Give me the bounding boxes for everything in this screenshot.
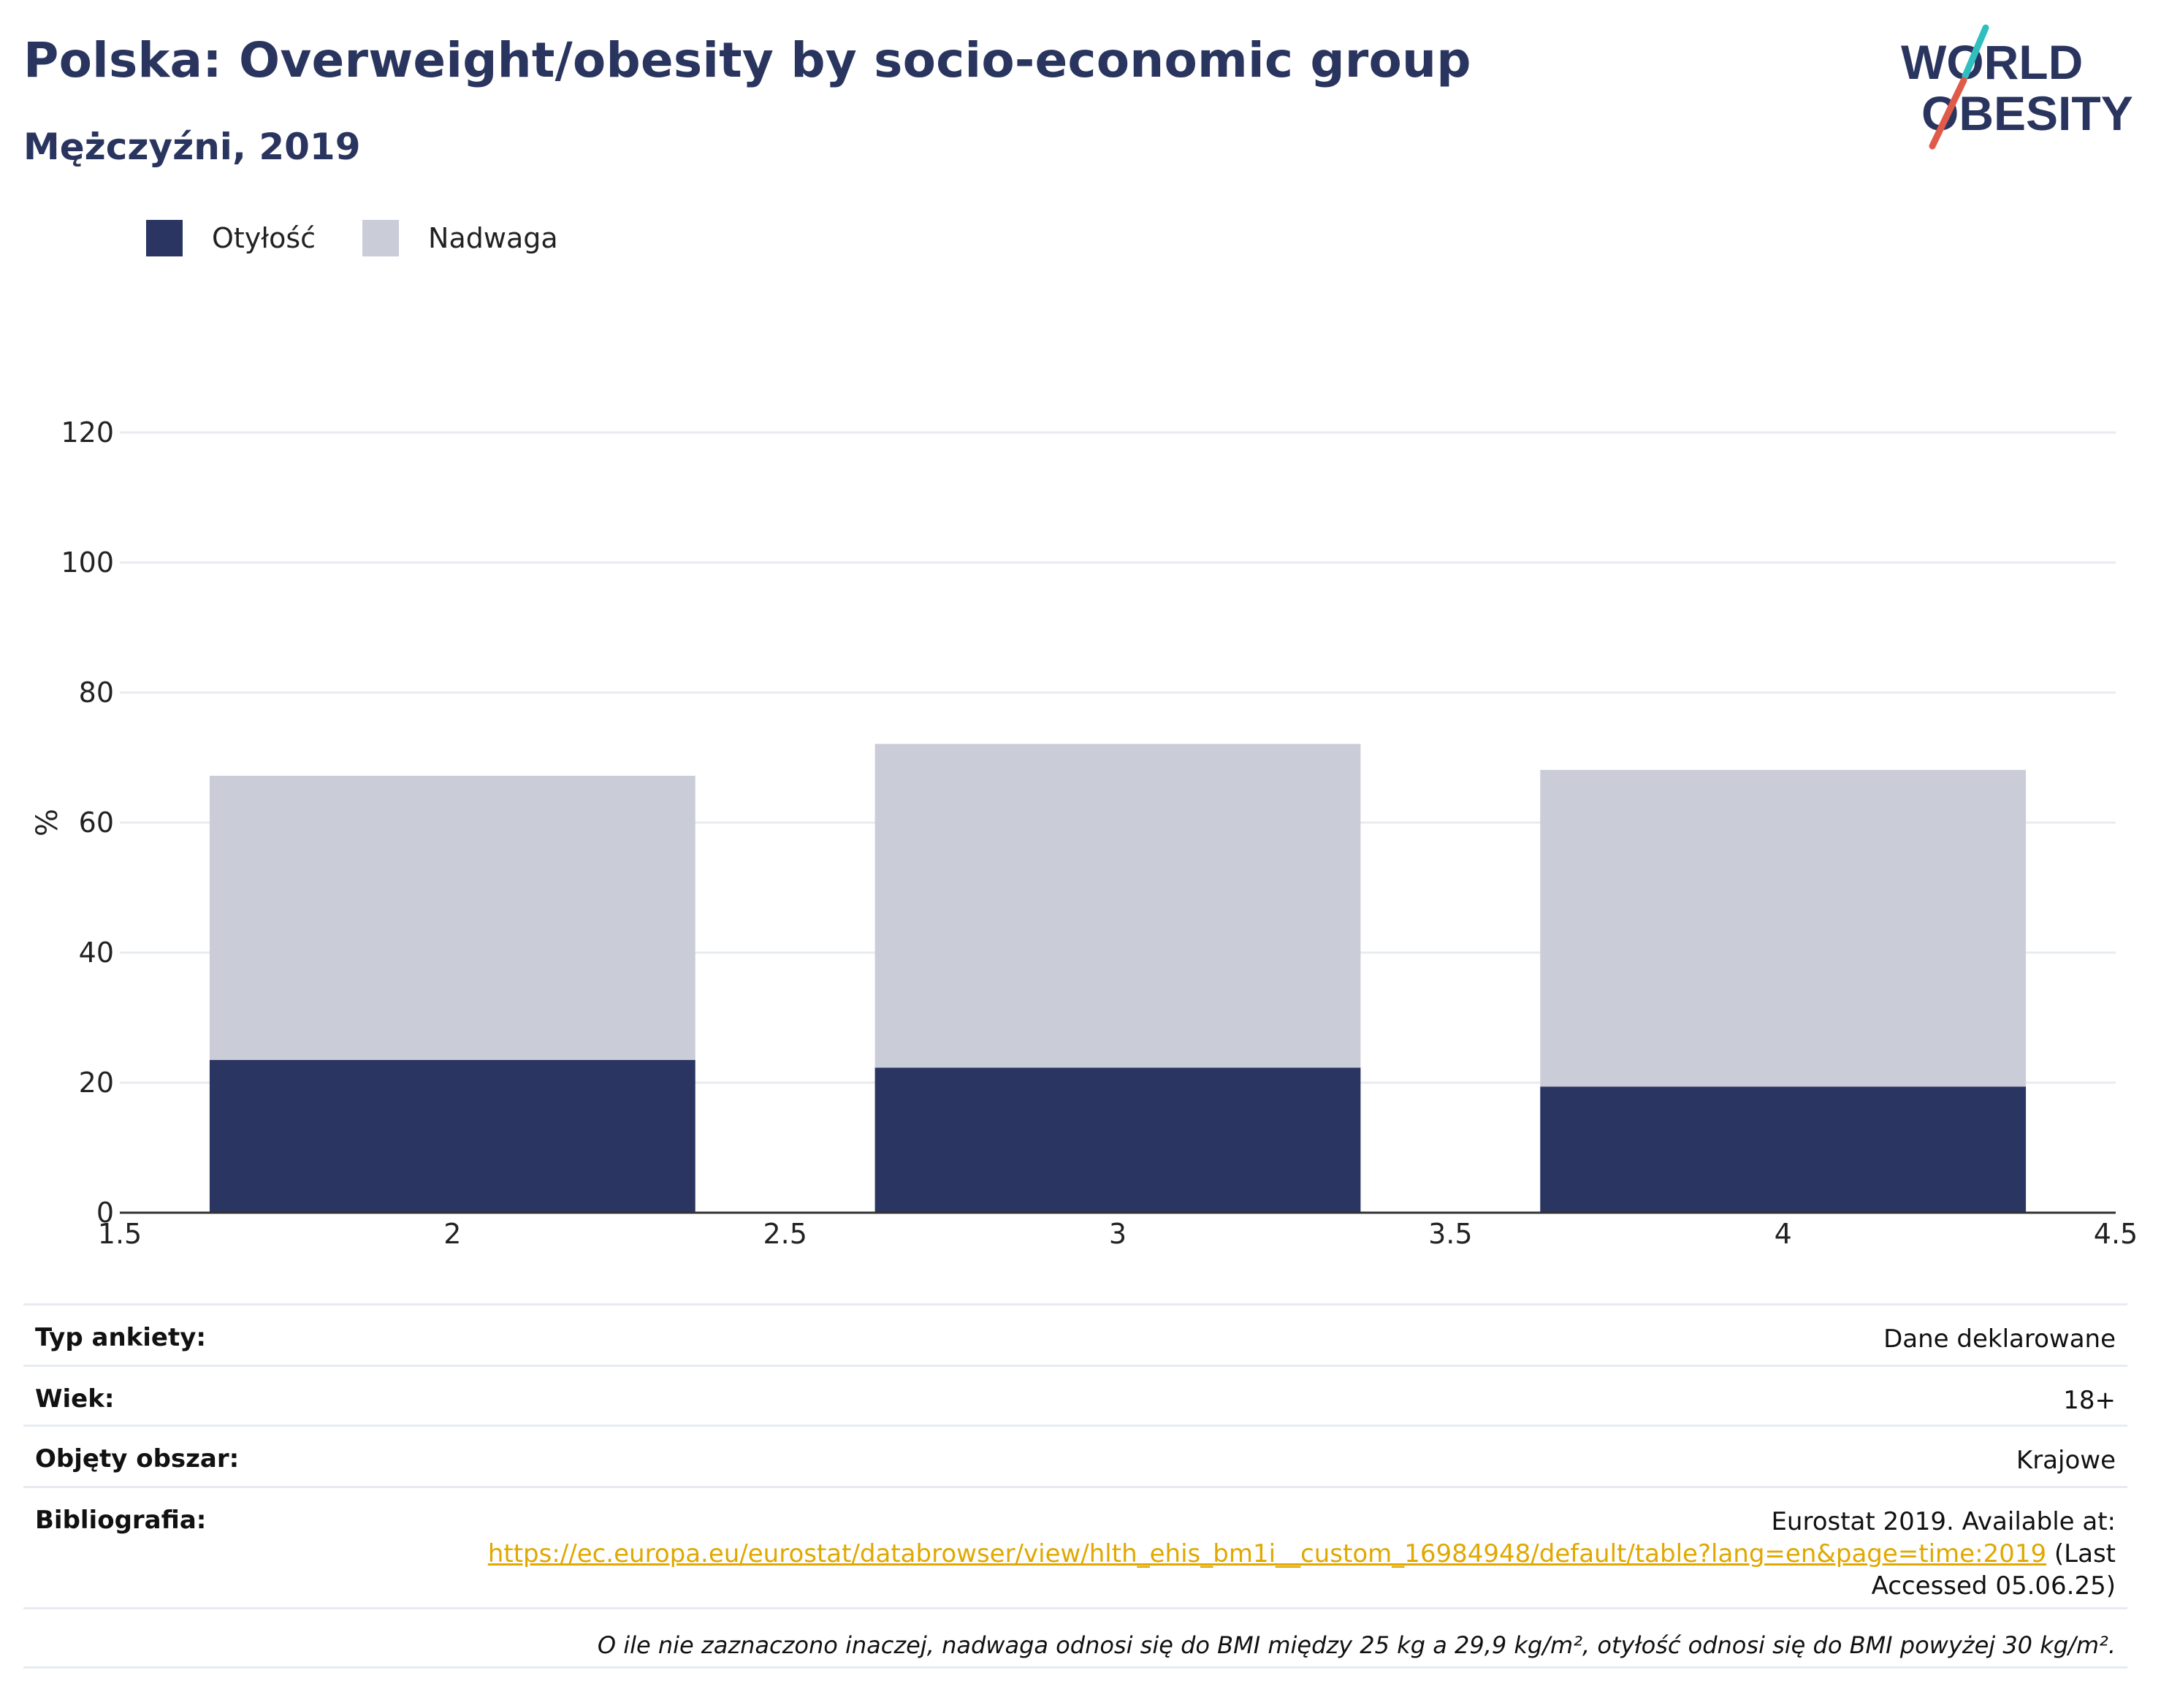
bar-chart: 0 20 40 60 80 100 120 1.5 2 2.5 3 3.5 4 4.5% [31, 416, 2138, 1250]
definition-note: O ile nie zaznaczono inaczej, nadwaga od… [23, 1607, 2127, 1669]
y-tick-label: 20 [79, 1067, 114, 1099]
age-value: 18+ [2063, 1386, 2116, 1415]
bibliography-suffix2: Accessed 05.06.25) [1871, 1571, 2116, 1601]
legend-swatch-overweight [362, 220, 400, 256]
bibliography-prefix: Eurostat 2019. Available at: [1771, 1507, 2116, 1536]
logo-slash-teal [1962, 24, 1989, 80]
x-tick-label: 2.5 [763, 1218, 807, 1250]
info-row-age: Wiek: 18+ [23, 1365, 2127, 1425]
y-axis-title: % [31, 809, 64, 836]
y-tick-label: 40 [79, 937, 114, 969]
bar-overweight [1540, 769, 2027, 1087]
y-tick-label: 120 [61, 416, 114, 449]
y-tick-label: 80 [79, 676, 114, 709]
legend-item-overweight[interactable]: Nadwaga [362, 220, 558, 256]
info-row-survey-type: Typ ankiety: Dane deklarowane [23, 1303, 2127, 1365]
y-tick-label: 0 [96, 1197, 114, 1229]
x-tick-label: 3.5 [1428, 1218, 1472, 1250]
x-tick-label: 4 [1775, 1218, 1792, 1250]
logo-line2: OBESITY [1921, 86, 2133, 140]
y-tick-label: 100 [61, 546, 114, 579]
legend-item-obesity[interactable]: Otyłość [146, 220, 316, 256]
bibliography-value: Eurostat 2019. Available at: https://ec.… [488, 1506, 2116, 1603]
bar-obesity [209, 1059, 695, 1213]
age-label: Wiek: [35, 1384, 115, 1414]
legend-label-obesity: Otyłość [212, 222, 316, 254]
bar-overweight [209, 775, 695, 1060]
y-tick-label: 60 [79, 807, 114, 839]
legend-label-overweight: Nadwaga [428, 222, 558, 254]
page-subtitle: Mężczyźni, 2019 [23, 126, 361, 168]
area-value: Krajowe [2016, 1446, 2116, 1475]
bibliography-suffix: (Last [2046, 1539, 2116, 1569]
bar-overweight [874, 744, 1361, 1068]
area-label: Objęty obszar: [35, 1444, 240, 1473]
bibliography-link[interactable]: https://ec.europa.eu/eurostat/databrowse… [487, 1539, 2047, 1569]
x-tick-label: 2 [443, 1218, 461, 1250]
survey-type-value: Dane deklarowane [1883, 1324, 2116, 1354]
x-tick-label: 3 [1109, 1218, 1127, 1250]
info-table: Typ ankiety: Dane deklarowane Wiek: 18+ … [23, 1303, 2127, 1669]
info-row-area: Objęty obszar: Krajowe [23, 1425, 2127, 1486]
chart-legend: Otyłość Nadwaga [146, 218, 605, 259]
info-row-bibliography: Bibliografia: Eurostat 2019. Available a… [23, 1486, 2127, 1607]
page-title: Polska: Overweight/obesity by socio-econ… [23, 32, 1471, 88]
legend-swatch-obesity [146, 220, 183, 256]
world-obesity-logo[interactable]: WORLD OBESITY [1899, 20, 2148, 152]
survey-type-label: Typ ankiety: [35, 1323, 206, 1352]
logo-slash-coral [1929, 77, 1967, 150]
x-tick-label: 1.5 [98, 1218, 142, 1250]
x-tick-label: 4.5 [2094, 1218, 2138, 1250]
bar-obesity [1540, 1086, 2027, 1213]
bar-obesity [874, 1067, 1361, 1213]
logo-line1: WORLD [1901, 35, 2083, 89]
bibliography-label: Bibliografia: [35, 1506, 207, 1535]
